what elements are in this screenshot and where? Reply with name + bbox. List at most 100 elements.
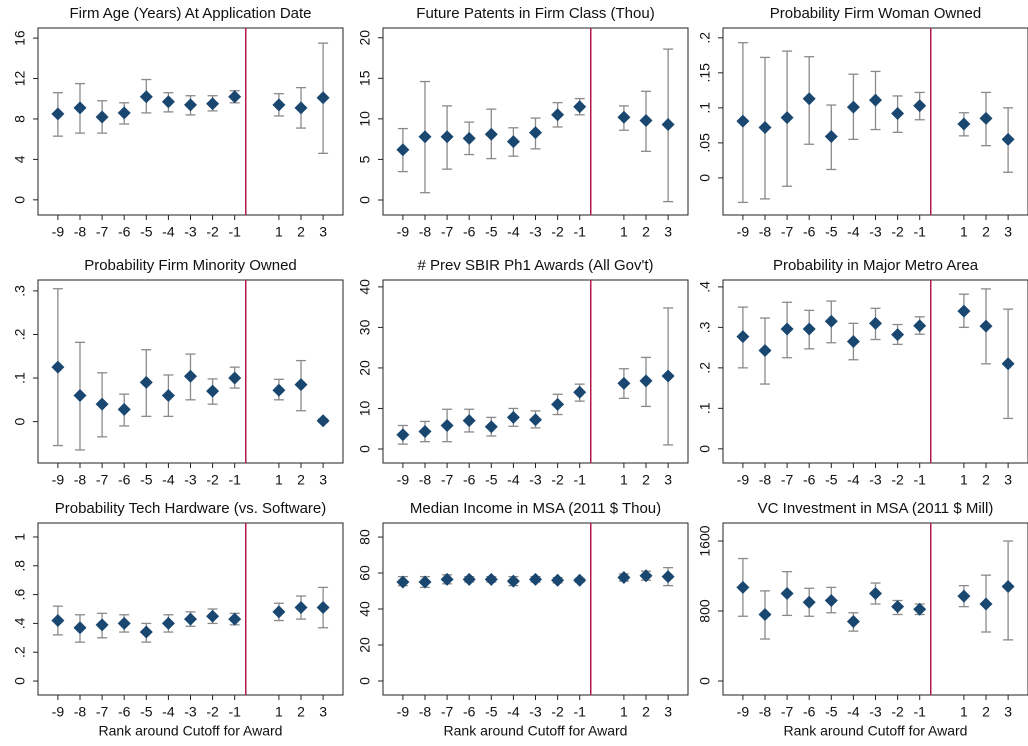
point (957, 589, 971, 603)
y-tick-label: 0 (12, 196, 28, 204)
point (617, 571, 631, 585)
x-tick-label: -1 (573, 472, 586, 488)
x-tick-label: -9 (397, 472, 410, 488)
x-tick-label: -9 (52, 224, 65, 240)
point (139, 625, 153, 639)
y-tick-label: 5 (357, 155, 373, 163)
panel-title: Future Patents in Firm Class (Thou) (416, 5, 654, 22)
x-axis-label: Rank around Cutoff for Award (784, 723, 968, 739)
point (440, 130, 454, 144)
y-tick-label: .1 (697, 102, 713, 114)
x-tick-label: -5 (140, 224, 153, 240)
x-tick-label: -8 (759, 224, 772, 240)
y-tick-label: 60 (357, 565, 373, 581)
point (396, 575, 410, 589)
x-tick-label: -6 (463, 704, 476, 720)
panel-title: Probability Firm Minority Owned (84, 257, 297, 274)
x-tick-label: -5 (485, 472, 498, 488)
x-tick-label: -1 (228, 704, 241, 720)
y-tick-label: 1 (12, 533, 28, 541)
point (802, 595, 816, 609)
point (780, 322, 794, 336)
point (913, 99, 927, 113)
point (294, 101, 308, 115)
panel-title: Probability Firm Woman Owned (770, 5, 981, 22)
y-tick-label: 0 (357, 196, 373, 204)
point (891, 328, 905, 342)
point (758, 343, 772, 357)
point (979, 597, 993, 611)
plot-frame (382, 279, 689, 464)
x-tick-label: -5 (485, 704, 498, 720)
point (228, 90, 242, 104)
x-tick-label: -8 (74, 704, 87, 720)
plot-frame (722, 279, 1028, 464)
point (117, 616, 131, 630)
point (736, 580, 750, 594)
y-tick-label: .1 (12, 372, 28, 384)
panel-title: Probability in Major Metro Area (773, 257, 979, 274)
x-tick-label: -7 (441, 224, 454, 240)
point (396, 143, 410, 157)
x-tick-label: -9 (52, 472, 65, 488)
x-tick-label: -3 (869, 224, 882, 240)
x-tick-label: 1 (620, 472, 628, 488)
point (573, 385, 587, 399)
x-tick-label: -9 (737, 472, 750, 488)
point (529, 126, 542, 140)
point (573, 573, 587, 587)
point (846, 615, 860, 629)
x-tick-label: 3 (664, 224, 672, 240)
x-tick-label: -2 (891, 224, 904, 240)
x-tick-label: -6 (463, 224, 476, 240)
plot-frame (37, 27, 344, 216)
x-tick-label: 2 (982, 704, 990, 720)
y-tick-label: .15 (697, 63, 713, 83)
point (661, 118, 675, 132)
x-tick-label: -4 (507, 704, 520, 720)
point (418, 425, 432, 439)
x-tick-label: -4 (847, 224, 860, 240)
x-tick-label: -5 (825, 704, 838, 720)
point (272, 605, 286, 619)
panel-title: # Prev SBIR Ph1 Awards (All Gov't) (417, 257, 653, 274)
point (1001, 357, 1015, 371)
point (551, 108, 565, 122)
panel: Median Income in MSA (2011 $ Thou) 0 20 40 6… (357, 500, 689, 739)
x-tick-label: -9 (52, 704, 65, 720)
point (639, 569, 653, 583)
x-tick-label: 1 (960, 704, 968, 720)
point (736, 114, 750, 128)
x-tick-label: -4 (507, 224, 520, 240)
point (869, 316, 882, 330)
x-tick-label: -4 (162, 472, 175, 488)
x-tick-label: 1 (960, 472, 968, 488)
x-tick-label: -7 (781, 224, 794, 240)
panel: Firm Age (Years) At Application Date 0 4 8 1… (12, 5, 344, 240)
y-tick-label: 40 (357, 279, 373, 295)
x-tick-label: 3 (664, 704, 672, 720)
panel-title: Probability Tech Hardware (vs. Software) (55, 500, 327, 517)
x-tick-label: -6 (803, 224, 816, 240)
point (161, 616, 175, 630)
point (117, 106, 131, 120)
y-tick-label: 15 (357, 70, 373, 86)
x-tick-label: -3 (529, 472, 542, 488)
y-tick-label: 10 (357, 400, 373, 416)
panel: VC Investment in MSA (2011 $ Mill) 0 800 16… (697, 500, 1028, 739)
y-tick-label: 0 (697, 174, 713, 182)
x-tick-label: -2 (206, 224, 219, 240)
x-axis-label: Rank around Cutoff for Award (444, 723, 628, 739)
x-tick-label: 3 (1004, 704, 1012, 720)
x-tick-label: -4 (847, 472, 860, 488)
x-tick-label: -3 (869, 704, 882, 720)
y-tick-label: 10 (357, 111, 373, 127)
point (551, 573, 565, 587)
x-tick-label: 1 (620, 224, 628, 240)
x-tick-label: -4 (847, 704, 860, 720)
y-tick-label: 1600 (697, 525, 713, 556)
point (913, 319, 927, 333)
point (484, 420, 498, 434)
x-tick-label: -2 (551, 704, 564, 720)
y-tick-label: .4 (697, 281, 713, 293)
